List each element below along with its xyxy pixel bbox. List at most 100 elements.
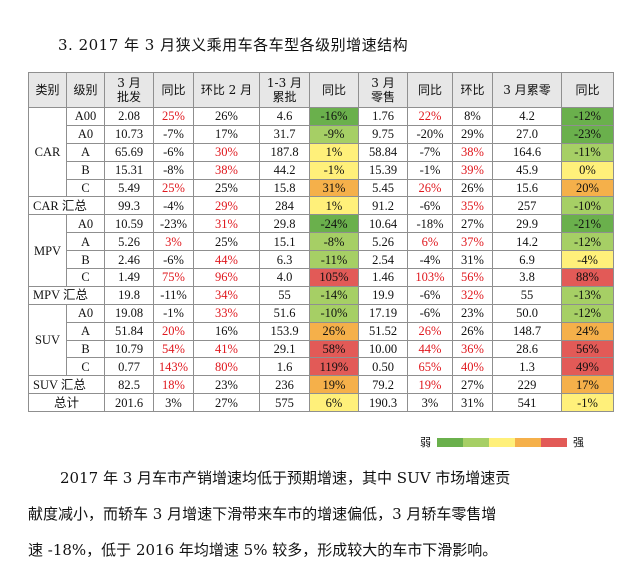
value-cell: 19% [309, 375, 359, 395]
value-cell: 2.46 [104, 250, 154, 270]
value-cell: 65.69 [104, 142, 154, 162]
value-cell: 2.54 [358, 250, 408, 270]
legend-swatches [437, 437, 567, 447]
value-cell: -1% [407, 160, 453, 180]
value-cell: -1% [561, 393, 614, 413]
value-cell: 541 [492, 393, 562, 413]
value-cell: -11% [309, 250, 359, 270]
level-cell: A0 [66, 214, 105, 234]
value-cell: 51.6 [259, 303, 310, 323]
value-cell: 88% [561, 268, 614, 287]
value-cell: 75% [153, 268, 194, 287]
value-cell: 45.9 [492, 160, 562, 180]
value-cell: -11% [153, 285, 194, 305]
value-cell: 0.50 [358, 357, 408, 377]
value-cell: 55 [259, 285, 310, 305]
value-cell: 16% [193, 321, 260, 341]
table-row: A 65.69 -6% 30% 187.8 1% 58.84 -7% 38% 164.6 -11% [29, 142, 614, 162]
value-cell: 56% [452, 268, 493, 287]
value-cell: -1% [153, 303, 194, 323]
value-cell: 50.0 [492, 303, 562, 323]
value-cell: 10.73 [104, 124, 154, 144]
value-cell: 20% [561, 178, 614, 198]
value-cell: 229 [492, 375, 562, 395]
value-cell: -6% [407, 196, 453, 216]
value-cell: 10.79 [104, 339, 154, 359]
paragraph-line-3: 速 -18%，低于 2016 年均增速 5% 较多，形成较大的车市下滑影响。 [28, 541, 498, 559]
value-cell: 1.6 [259, 357, 310, 377]
value-cell: 257 [492, 196, 562, 216]
header-cell: 1-3 月累批 [259, 72, 310, 108]
category-cell: SUV [28, 303, 67, 377]
value-cell: 35% [452, 196, 493, 216]
table-body: CAR A00 2.08 25% 26% 4.6 -16% 1.76 22% 8% 4.2 -12% A… [28, 106, 614, 413]
total-row: 总计 201.6 3% 27% 575 6% 190.3 3% 31% 541 -1% [28, 393, 614, 413]
value-cell: 5.49 [104, 178, 154, 198]
value-cell: 30% [193, 142, 260, 162]
level-cell: B [66, 339, 105, 359]
value-cell: 51.84 [104, 321, 154, 341]
value-cell: 99.3 [104, 196, 154, 216]
value-cell: -18% [407, 214, 453, 234]
header-cell: 环比 [452, 72, 493, 108]
value-cell: 26% [309, 321, 359, 341]
value-cell: 8% [452, 107, 493, 126]
level-cell: C [66, 357, 105, 377]
value-cell: -12% [561, 303, 614, 323]
value-cell: 29.8 [259, 214, 310, 234]
value-cell: 6.9 [492, 250, 562, 270]
legend-weak-label: 弱 [420, 436, 431, 449]
value-cell: -8% [153, 160, 194, 180]
color-legend: 弱 强 [420, 434, 584, 450]
value-cell: 22% [407, 107, 453, 126]
row-label: SUV 汇总 [28, 375, 105, 395]
summary-row: CAR 汇总 99.3 -4% 29% 284 1% 91.2 -6% 35% 257 -10% [28, 196, 614, 216]
value-cell: 10.00 [358, 339, 408, 359]
category-cell: CAR [28, 106, 67, 198]
value-cell: 20% [153, 321, 194, 341]
value-cell: -4% [561, 250, 614, 270]
value-cell: 105% [309, 268, 359, 287]
value-cell: 15.8 [259, 178, 310, 198]
value-cell: 31% [452, 250, 493, 270]
value-cell: 91.2 [358, 196, 408, 216]
value-cell: 3% [153, 232, 194, 252]
value-cell: 19.9 [358, 285, 408, 305]
level-cell: A [66, 321, 105, 341]
value-cell: 25% [153, 107, 194, 126]
level-cell: C [66, 178, 105, 198]
value-cell: 38% [193, 160, 260, 180]
header-cell: 同比 [153, 72, 194, 108]
value-cell: 38% [452, 142, 493, 162]
value-cell: 33% [193, 303, 260, 323]
value-cell: 31% [452, 393, 493, 413]
value-cell: 44.2 [259, 160, 310, 180]
value-cell: 0.77 [104, 357, 154, 377]
value-cell: 15.6 [492, 178, 562, 198]
value-cell: 15.1 [259, 232, 310, 252]
value-cell: 5.26 [358, 232, 408, 252]
value-cell: 41% [193, 339, 260, 359]
value-cell: 34% [193, 285, 260, 305]
legend-swatch [489, 437, 515, 447]
legend-swatch [463, 437, 489, 447]
value-cell: 37% [452, 232, 493, 252]
value-cell: 39% [452, 160, 493, 180]
value-cell: -14% [309, 285, 359, 305]
row-label: 总计 [28, 393, 105, 413]
value-cell: 29.1 [259, 339, 310, 359]
value-cell: 2.08 [104, 107, 154, 126]
header-row: 类别 级别 3 月批发 同比 环比 2 月 1-3 月累批 同比 3 月零售 同比 环比 3 月累零… [28, 72, 614, 108]
value-cell: 26% [407, 178, 453, 198]
value-cell: 58.84 [358, 142, 408, 162]
value-cell: -1% [309, 160, 359, 180]
row-label: CAR 汇总 [28, 196, 105, 216]
value-cell: 36% [452, 339, 493, 359]
level-cell: B [66, 160, 105, 180]
value-cell: 575 [259, 393, 310, 413]
value-cell: 23% [452, 303, 493, 323]
table-header: 类别 级别 3 月批发 同比 环比 2 月 1-3 月累批 同比 3 月零售 同比 环比 3 月累零… [28, 72, 614, 108]
value-cell: -11% [561, 142, 614, 162]
value-cell: 1.3 [492, 357, 562, 377]
value-cell: -9% [309, 124, 359, 144]
